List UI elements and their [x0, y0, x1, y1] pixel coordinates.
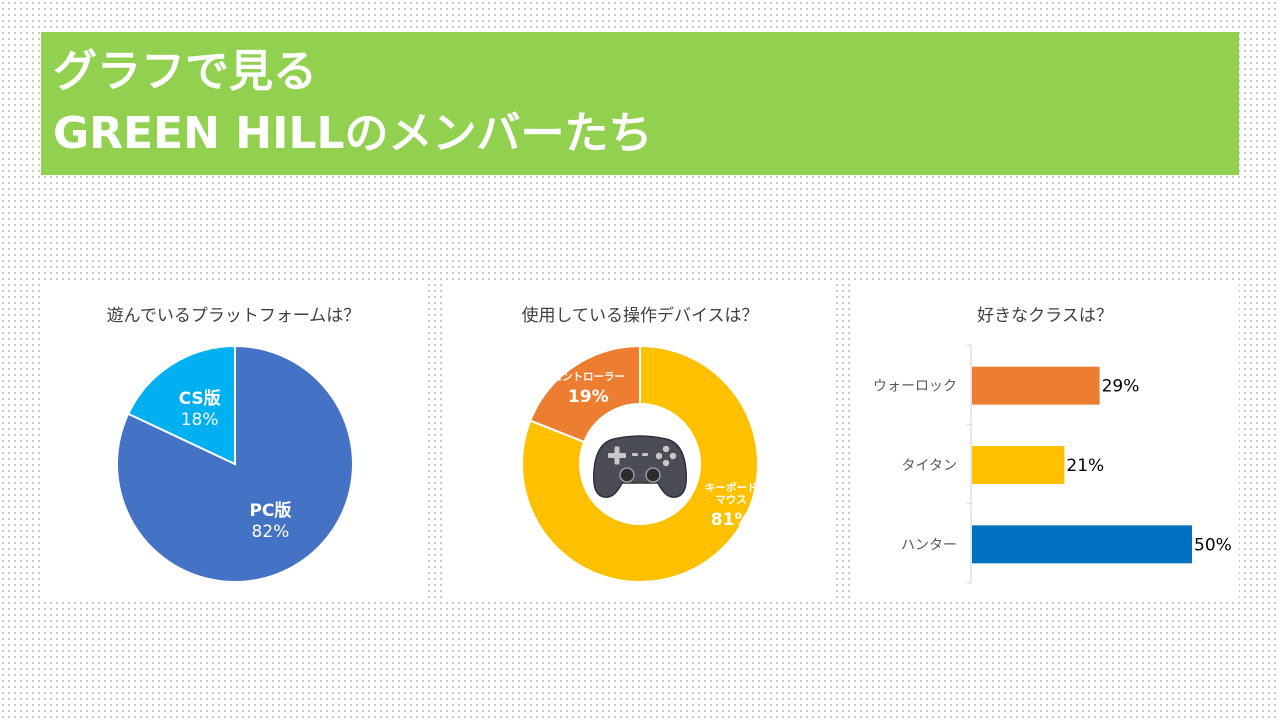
- gamepad-button: [669, 452, 677, 460]
- pie-slice-0: [116, 344, 354, 583]
- pie-category-label: CS版: [179, 388, 221, 409]
- page-title-line2: GREEN HILLのメンバーたち: [53, 108, 653, 159]
- bar-value-label: 50%: [1194, 535, 1232, 555]
- bar-category-label: ハンター: [901, 537, 957, 553]
- gamepad-body: [592, 435, 688, 498]
- platform-chart-card: 遊んでいるプラットフォームは？ PC版 82% CS版 18%: [41, 283, 426, 600]
- gamepad-button: [662, 459, 670, 467]
- pie-slice-1: [126, 344, 236, 466]
- bar-value-label: 21%: [1066, 456, 1104, 476]
- gamepad-stick: [619, 467, 635, 483]
- gamepad-stick: [645, 467, 661, 483]
- device-chart-title: 使用している操作デバイスは？: [521, 306, 759, 326]
- bar-0: [972, 366, 1100, 405]
- bar-2: [972, 525, 1192, 564]
- donut-category-label: コントローラー: [552, 371, 626, 383]
- donut-value-label: 19%: [568, 387, 609, 407]
- donut-category-label: キーボード: [705, 481, 758, 494]
- bar-value-label: 29%: [1102, 377, 1140, 397]
- title-banner: グラフで見る GREEN HILLのメンバーたち: [41, 32, 1239, 175]
- bar-category-label: タイタン: [902, 458, 957, 474]
- class-bar-chart: ウォーロック 29% タイタン 21% ハンター 50%: [873, 344, 1232, 584]
- donut-slice-1: [528, 344, 641, 444]
- bar-1: [972, 446, 1065, 484]
- bar-category-label: ウォーロック: [873, 379, 957, 395]
- gamepad-button: [662, 445, 670, 453]
- donut-value-label: 81%: [711, 510, 752, 530]
- donut-category-label: マウス: [715, 494, 747, 506]
- device-chart-card: 使用している操作デバイスは？ キーボード マウス 81% コントローラー 19%: [446, 283, 834, 600]
- platform-chart-title: 遊んでいるプラットフォームは？: [106, 306, 361, 326]
- gamepad-select: [632, 453, 638, 456]
- pie-value-label: 82%: [252, 522, 290, 542]
- gamepad-start: [642, 453, 648, 456]
- gamepad-button: [655, 452, 663, 460]
- pie-category-label: PC版: [249, 500, 291, 521]
- pie-value-label: 18%: [181, 410, 219, 430]
- gamepad-dpad-v: [614, 446, 620, 465]
- class-chart-card: 好きなクラスは？ ウォーロック 29% タイタン 21% ハンター 50%: [851, 283, 1239, 600]
- gamepad-icon: [592, 435, 688, 498]
- donut-slice-0: [521, 344, 759, 583]
- class-chart-title: 好きなクラスは？: [977, 306, 1113, 326]
- page-title-line1: グラフで見る: [53, 46, 317, 97]
